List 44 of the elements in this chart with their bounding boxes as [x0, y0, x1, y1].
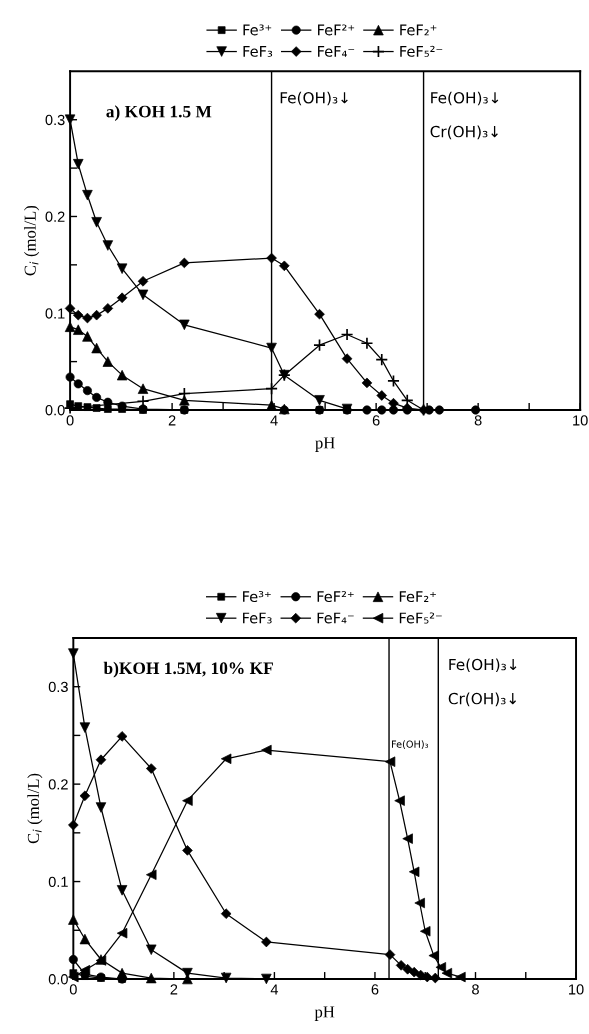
y-tick-label: 0.2: [48, 779, 68, 790]
legend-label: FeF₅²⁻: [399, 612, 442, 624]
y-tick-label: 0.0: [45, 405, 65, 416]
annotation: a) KOH 1.5 M: [106, 105, 212, 121]
x-tick-label: 6: [371, 984, 379, 995]
y-axis-title: C$_{i}$ (mol/L): [27, 773, 43, 844]
legend-label: FeF₃: [243, 612, 272, 624]
annotation: Cr(OH)₃↓: [448, 692, 517, 707]
x-tick-label: 10: [569, 984, 584, 995]
x-tick-label: 4: [270, 984, 279, 995]
legend-label: Fe³⁺: [243, 24, 272, 36]
x-axis-title: pH: [314, 1006, 335, 1021]
y-tick-label: 0.2: [45, 211, 65, 222]
x-tick-label: 6: [372, 415, 380, 426]
annotation: Fe(OH)₃↓: [280, 91, 348, 106]
legend-label: FeF₂⁺: [400, 24, 437, 36]
legend-label: FeF²⁺: [317, 591, 354, 603]
annotation: Cr(OH)₃↓: [430, 125, 498, 140]
x-tick-label: 10: [573, 415, 588, 426]
x-tick-label: 4: [270, 415, 278, 426]
y-axis-title: C$_{i}$ (mol/L): [24, 205, 40, 276]
annotation: Fe(OH)₃↓: [431, 91, 499, 106]
x-tick-label: 2: [170, 984, 178, 995]
y-tick-label: 0.1: [48, 876, 68, 887]
x-axis-title: pH: [315, 437, 335, 452]
legend-label: FeF²⁺: [318, 24, 355, 36]
x-tick-label: 0: [69, 984, 77, 995]
x-tick-label: 0: [66, 415, 74, 426]
annotation: Fe(OH)₃↓: [449, 658, 517, 673]
legend-label: Fe³⁺: [243, 591, 271, 603]
legend-label: FeF₄⁻: [317, 612, 354, 624]
annotation: Fe(OH)₃: [392, 740, 429, 749]
annotation: b)KOH 1.5M, 10% KF: [103, 661, 273, 678]
legend-label: FeF₂⁺: [399, 591, 436, 603]
x-tick-label: 2: [168, 415, 176, 426]
y-tick-label: 0.0: [48, 974, 68, 985]
y-tick-label: 0.1: [45, 308, 65, 319]
y-tick-label: 0.3: [48, 681, 68, 693]
y-tick-label: 0.3: [45, 114, 65, 126]
legend-label: FeF₅²⁻: [400, 45, 443, 57]
legend-label: FeF₄⁻: [318, 46, 355, 57]
x-tick-label: 8: [472, 984, 479, 995]
x-tick-label: 8: [474, 415, 482, 426]
legend-label: FeF₃: [243, 46, 273, 57]
